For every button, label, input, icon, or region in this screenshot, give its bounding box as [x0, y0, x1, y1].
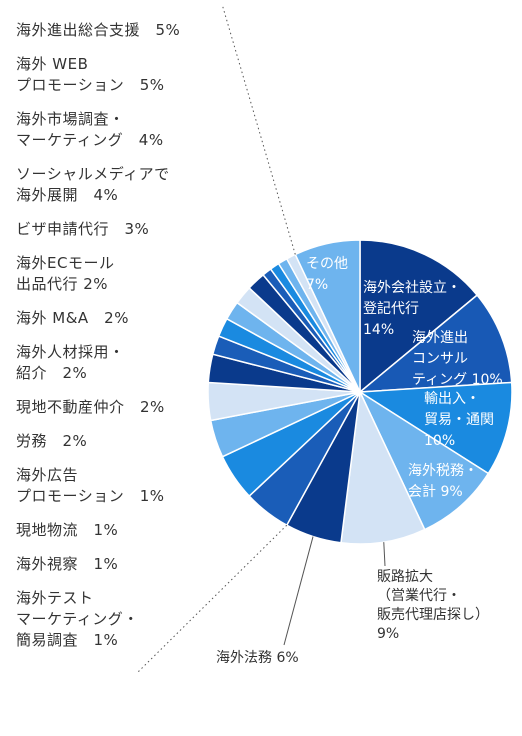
legend-item: 海外 M&A 2% [16, 308, 216, 329]
slice-label: 輸出入・貿易・通関 10% [424, 391, 494, 449]
pie-slice [357, 381, 513, 475]
legend-item-text: 出品代行 2% [16, 275, 109, 293]
slice-label-line: 14% [363, 322, 394, 338]
slice-label-line: 7% [306, 277, 328, 293]
slice-label-line: 登記代行 [363, 300, 419, 317]
legend-item-text: 労務 2% [16, 432, 88, 450]
legend-item: 海外市場調査・マーケティング 4% [16, 109, 216, 151]
slice-label: 販路拡大 （営業代行・販売代理店探し） 9% [377, 569, 489, 642]
legend-item-text: マーケティング 4% [16, 131, 164, 149]
leader-line [283, 536, 314, 646]
slice-label-line: 販路拡大 [377, 569, 433, 585]
slice-label: 海外法務 6% [216, 650, 299, 666]
leader-line [137, 524, 288, 673]
legend-item-text: 海外広告 [16, 466, 79, 484]
slice-label-line: （営業代行・ [377, 588, 461, 604]
legend-item-text: 簡易調査 1% [16, 631, 119, 649]
legend: 海外進出総合支援 5% 海外 WEB プロモーション 5% 海外市場調査・ マーケティン… [16, 20, 216, 664]
slice-label: 海外進出コンサルティング 10% [412, 330, 503, 388]
pie-slice [357, 294, 513, 393]
legend-item-text: ソーシャルメディアで [16, 165, 170, 183]
legend-item: 海外視察 1% [16, 554, 216, 575]
slice-label: その他 7% [306, 256, 348, 293]
legend-item: 現地物流 1% [16, 520, 216, 541]
slice-label-line: 輸出入・ [424, 391, 480, 407]
legend-item-text: ビザ申請代行 3% [16, 220, 150, 238]
slice-label-line: 10% [424, 433, 455, 449]
legend-item-text: プロモーション 1% [16, 487, 165, 505]
slice-label-line: 販売代理店探し） [377, 607, 489, 623]
legend-item-text: プロモーション 5% [16, 76, 165, 94]
slice-label-line: 貿易・通関 [424, 412, 494, 428]
legend-item-text: 現地物流 1% [16, 521, 119, 539]
legend-item-text: 海外進出総合支援 5% [16, 21, 181, 39]
legend-item-text: 紹介 2% [16, 364, 88, 382]
legend-item-text: 海外展開 4% [16, 186, 119, 204]
slice-label-line: 海外進出 [412, 330, 468, 346]
legend-item: 現地不動産仲介 2% [16, 397, 216, 418]
legend-item: ビザ申請代行 3% [16, 219, 216, 240]
legend-item-text: 海外視察 1% [16, 555, 119, 573]
legend-item: 海外広告プロモーション 1% [16, 465, 216, 507]
legend-item-text: 海外 M&A 2% [16, 309, 129, 327]
slice-label: 海外会社設立・登記代行 14% [363, 280, 461, 338]
pie-slice [359, 239, 479, 394]
slice-label-line: コンサル [412, 351, 468, 367]
slice-label-line: ティング 10% [412, 372, 503, 388]
legend-item-text: 海外 WEB [16, 55, 89, 73]
legend-item: 海外ECモール 出品代行 2% [16, 253, 216, 295]
legend-item: 海外 WEB プロモーション 5% [16, 54, 216, 96]
legend-item-text: 海外テスト [16, 589, 94, 607]
slice-label-line: 海外会社設立・ [363, 280, 461, 296]
legend-item-text: 海外市場調査・ [16, 110, 125, 128]
legend-item-text: 海外ECモール [16, 254, 115, 272]
slice-label: 海外税務・会計 9% [408, 463, 478, 500]
slice-label-line: 会計 9% [408, 484, 463, 500]
legend-item: 海外進出総合支援 5% [16, 20, 216, 41]
slice-label-line: その他 [306, 256, 348, 272]
slice-label-line: 9% [377, 626, 399, 642]
legend-item-text: マーケティング・ [16, 610, 139, 628]
legend-item: ソーシャルメディアで 海外展開 4% [16, 164, 216, 206]
slice-label-line: 海外税務・ [408, 463, 478, 479]
leader-line [221, 3, 296, 255]
legend-item: 労務 2% [16, 431, 216, 452]
legend-item: 海外人材採用・ 紹介 2% [16, 342, 216, 384]
legend-item-text: 海外人材採用・ [16, 343, 125, 361]
pie-slice [358, 389, 490, 531]
pie-slice [340, 389, 426, 545]
legend-item: 海外テストマーケティング・ 簡易調査 1% [16, 588, 216, 651]
slice-label-line: 海外法務 6% [216, 650, 299, 666]
legend-item-text: 現地不動産仲介 2% [16, 398, 165, 416]
leader-line [383, 542, 386, 567]
